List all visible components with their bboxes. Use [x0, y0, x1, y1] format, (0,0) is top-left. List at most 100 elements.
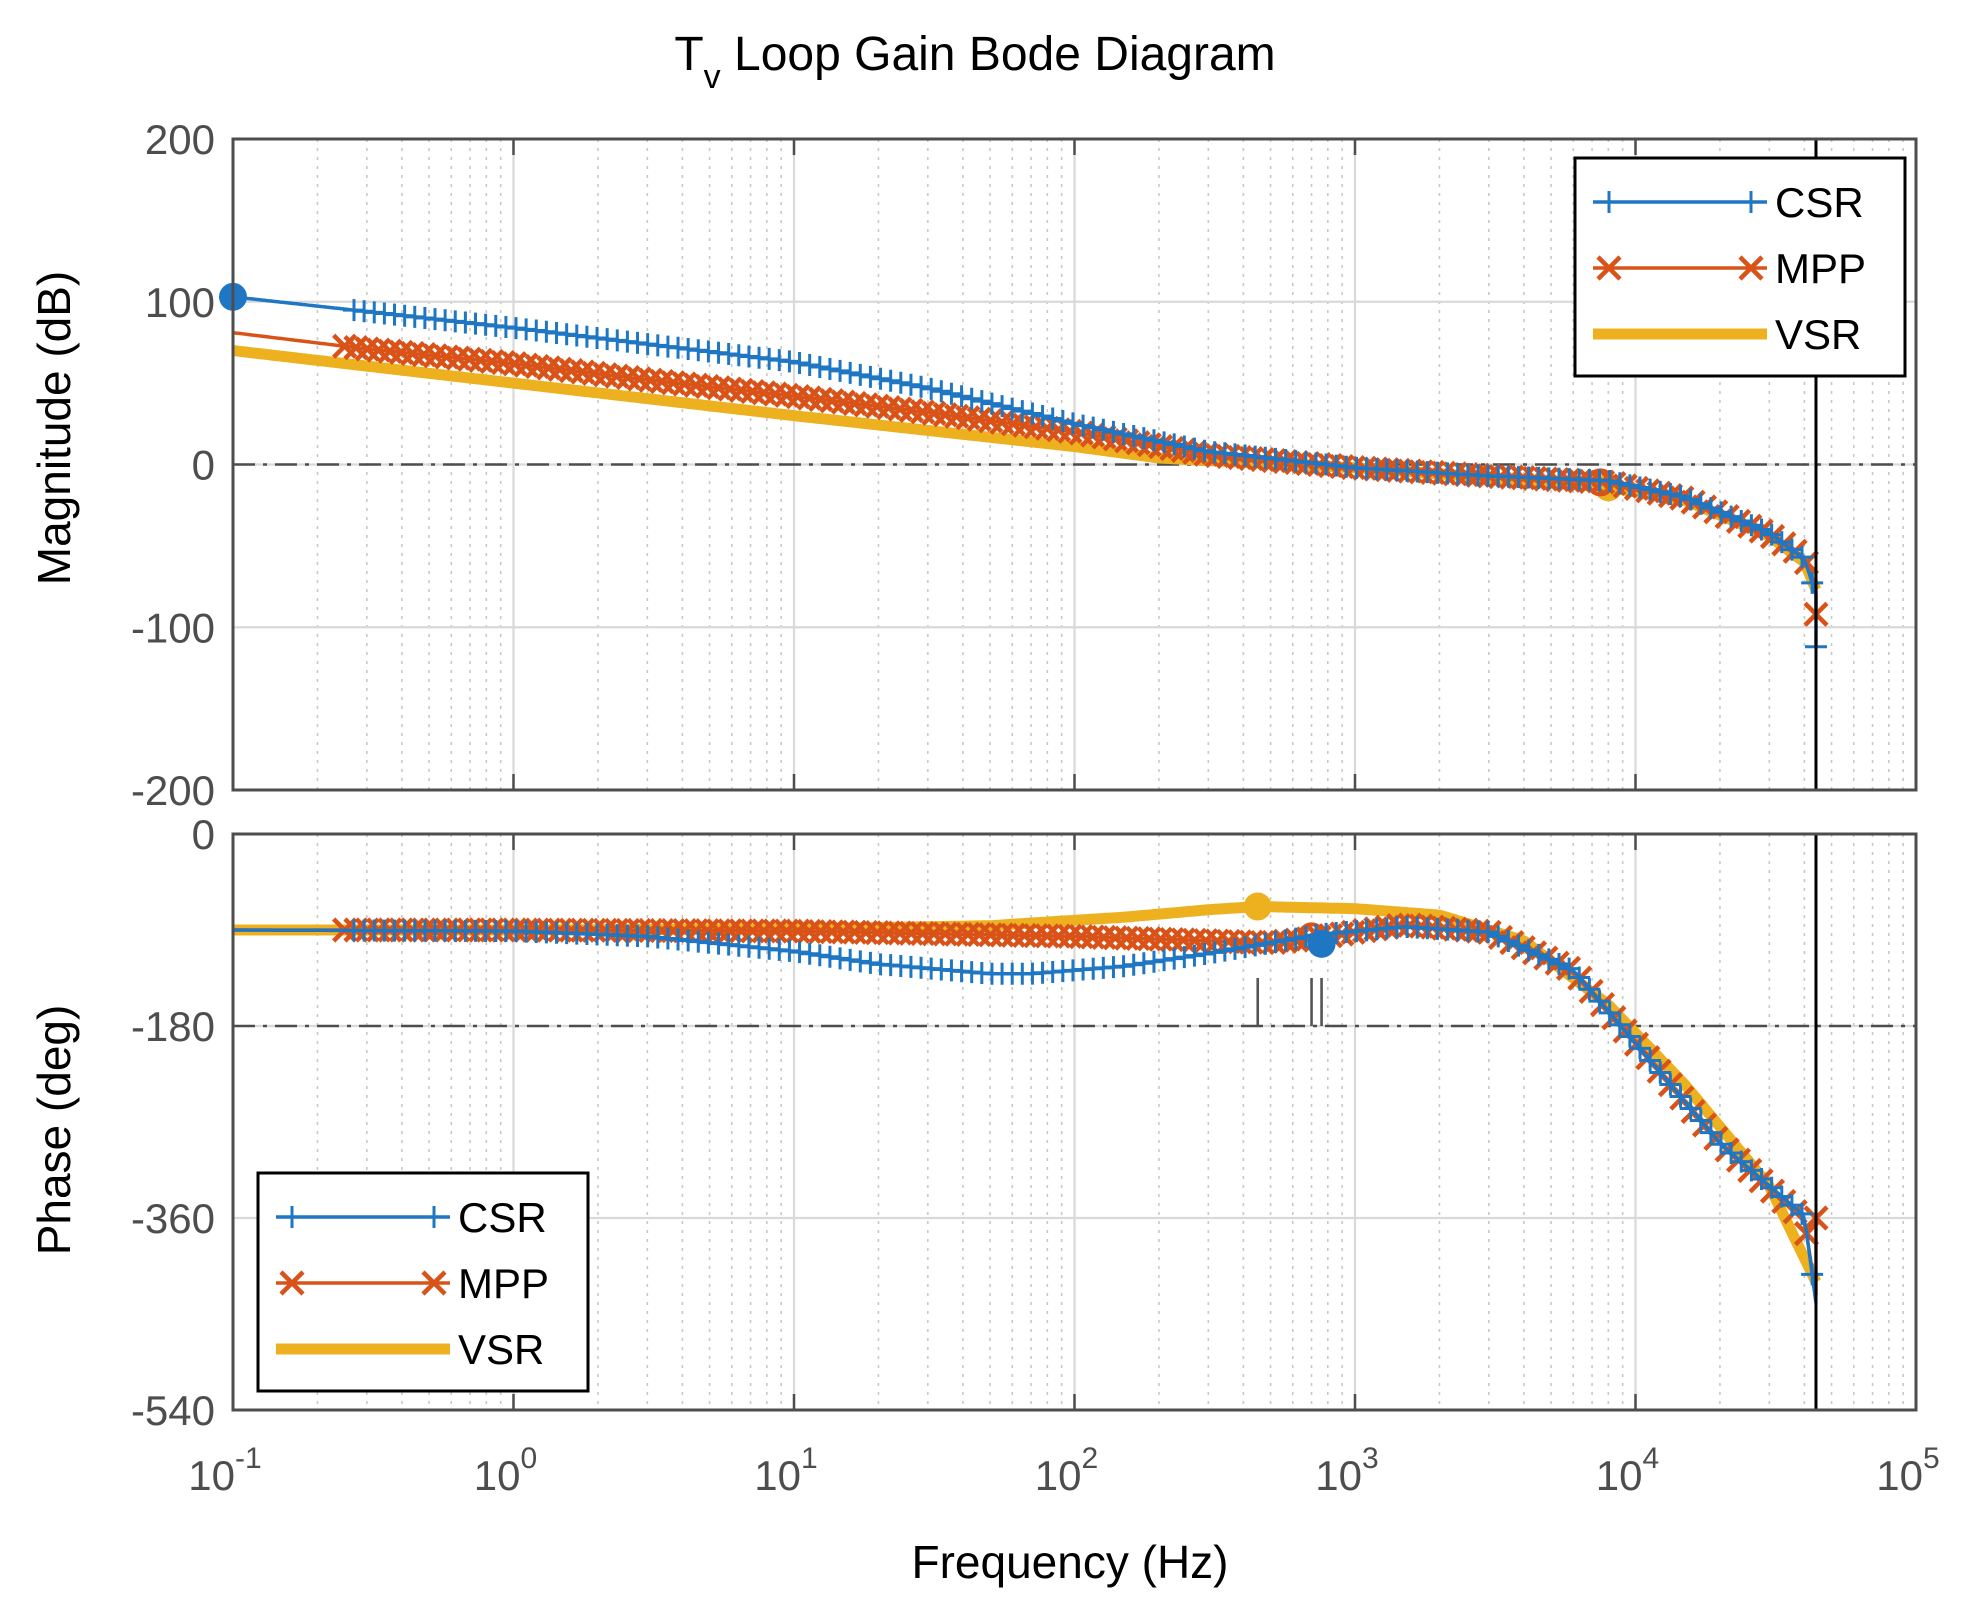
magnitude-marker-csr: [1649, 480, 1672, 503]
magnitude-marker-csr: [1750, 518, 1773, 541]
phase-marker-mpp: [694, 918, 720, 944]
magnitude-marker-csr: [1183, 437, 1206, 460]
magnitude-marker-csr: [1153, 431, 1176, 454]
x-tick-label: 10-1: [188, 1442, 261, 1499]
phase-marker-csr: [1791, 1202, 1814, 1225]
title-rest: Loop Gain Bode Diagram: [721, 28, 1276, 81]
magnitude-marker-csr: [1669, 485, 1692, 508]
magnitude-marker-csr: [1142, 429, 1165, 452]
phase-marker-csr: [1558, 957, 1581, 980]
magnitude-marker-csr: [1639, 478, 1662, 501]
magnitude-marker-csr: [1041, 407, 1064, 430]
phase-legend-label-vsr: VSR: [458, 1326, 544, 1373]
phase-marker-csr: [1507, 934, 1530, 957]
phase-marker-csr: [1173, 946, 1196, 969]
magnitude-marker-csr: [960, 387, 983, 410]
phase-y-tick-label: -540: [131, 1387, 215, 1434]
phase-marker-csr: [1203, 941, 1226, 964]
magnitude-legend-marker-mpp: [1596, 255, 1622, 281]
magnitude-legend: CSR MPP VSR: [1573, 156, 1907, 378]
magnitude-marker-csr: [950, 385, 973, 408]
phase-legend: CSR MPP VSR: [256, 1171, 590, 1393]
phase-marker-csr: [829, 947, 852, 970]
magnitude-marker-csr: [1598, 470, 1621, 493]
phase-marker-csr: [1568, 966, 1591, 989]
phase-highlight-vsr: [1243, 892, 1272, 921]
phase-marker-csr: [849, 950, 872, 973]
magnitude-marker-csr: [1132, 427, 1155, 450]
phase-marker-csr: [1679, 1097, 1702, 1120]
magnitude-marker-csr: [920, 377, 943, 400]
magnitude-marker-csr: [1072, 414, 1095, 437]
phase-marker-csr: [1274, 929, 1297, 952]
phase-marker-csr: [808, 944, 831, 967]
phase-marker-csr: [1477, 921, 1500, 944]
magnitude-y-axis-label: Magnitude (dB): [28, 271, 80, 586]
magnitude-marker-csr: [1629, 476, 1652, 499]
phase-marker-csr: [1639, 1049, 1662, 1072]
magnitude-marker-csr: [1689, 492, 1712, 515]
magnitude-marker-csr: [1710, 501, 1733, 524]
magnitude-marker-csr: [991, 395, 1014, 418]
phase-legend-marker-mpp: [279, 1270, 305, 1296]
magnitude-y-tick-label: -200: [131, 767, 215, 814]
phase-marker-csr: [1669, 1085, 1692, 1108]
magnitude-marker-csr: [1082, 416, 1105, 439]
x-tick-label: 104: [1596, 1442, 1659, 1499]
magnitude-marker-csr: [1740, 514, 1763, 537]
phase-marker-csr: [1598, 1001, 1621, 1024]
magnitude-legend-label-vsr: VSR: [1775, 311, 1861, 358]
phase-marker-csr: [1254, 932, 1277, 955]
phase-marker-csr: [1527, 943, 1550, 966]
phase-marker-csr: [1244, 934, 1267, 957]
phase-marker-csr: [788, 941, 811, 964]
magnitude-marker-csr: [859, 365, 882, 388]
magnitude-marker-csr: [1092, 418, 1115, 441]
magnitude-y-tick-label: 0: [192, 442, 215, 489]
magnitude-marker-csr: [910, 375, 933, 398]
magnitude-marker-csr: [1163, 433, 1186, 456]
magnitude-marker-csr: [1699, 497, 1722, 520]
magnitude-y-tick-label: 100: [145, 279, 215, 326]
magnitude-marker-csr: [940, 382, 963, 405]
phase-marker-csr: [1608, 1013, 1631, 1036]
magnitude-marker-csr: [970, 390, 993, 413]
phase-marker-csr: [1578, 978, 1601, 1001]
phase-marker-csr: [1223, 937, 1246, 960]
magnitude-legend-label-mpp: MPP: [1775, 245, 1866, 292]
phase-highlight-csr: [1307, 929, 1336, 958]
magnitude-marker-csr: [818, 357, 841, 380]
magnitude-marker-csr: [1001, 397, 1024, 420]
magnitude-marker-csr: [849, 363, 872, 386]
phase-series-csr: [233, 915, 1824, 1304]
phase-marker-csr: [1132, 952, 1155, 975]
phase-marker-csr: [1659, 1073, 1682, 1096]
magnitude-marker-csr: [808, 355, 831, 378]
phase-legend-marker-csr: [281, 1206, 303, 1228]
phase-y-axis-label: Phase (deg): [28, 1005, 80, 1256]
phase-marker-csr: [1487, 925, 1510, 948]
phase-legend-label-csr: CSR: [458, 1194, 547, 1241]
magnitude-marker-csr: [1720, 505, 1743, 528]
chart-title: Tv Loop Gain Bode Diagram: [674, 28, 1275, 96]
magnitude-marker-csr: [1112, 422, 1135, 445]
phase-legend-label-mpp: MPP: [458, 1260, 549, 1307]
phase-marker-csr: [1618, 1025, 1641, 1048]
phase-marker-csr: [1112, 955, 1135, 978]
magnitude-legend-label-csr: CSR: [1775, 179, 1864, 226]
magnitude-marker-csr: [829, 359, 852, 382]
magnitude-panel: -200 -100 0 100 200 CSR MPP VSR: [131, 116, 1918, 814]
phase-marker-csr: [1284, 927, 1307, 950]
phase-marker-csr: [1699, 1121, 1722, 1144]
title-main: T: [674, 28, 703, 81]
phase-marker-csr: [1153, 949, 1176, 972]
magnitude-marker-csr: [1011, 400, 1034, 423]
phase-marker-csr: [1548, 953, 1570, 976]
magnitude-marker-csr: [1102, 420, 1125, 443]
phase-marker-mpp: [717, 918, 743, 944]
phase-marker-mpp: [705, 918, 732, 944]
phase-marker-csr: [1142, 950, 1165, 973]
phase-marker-csr: [1234, 936, 1257, 959]
magnitude-marker-csr: [930, 380, 953, 403]
